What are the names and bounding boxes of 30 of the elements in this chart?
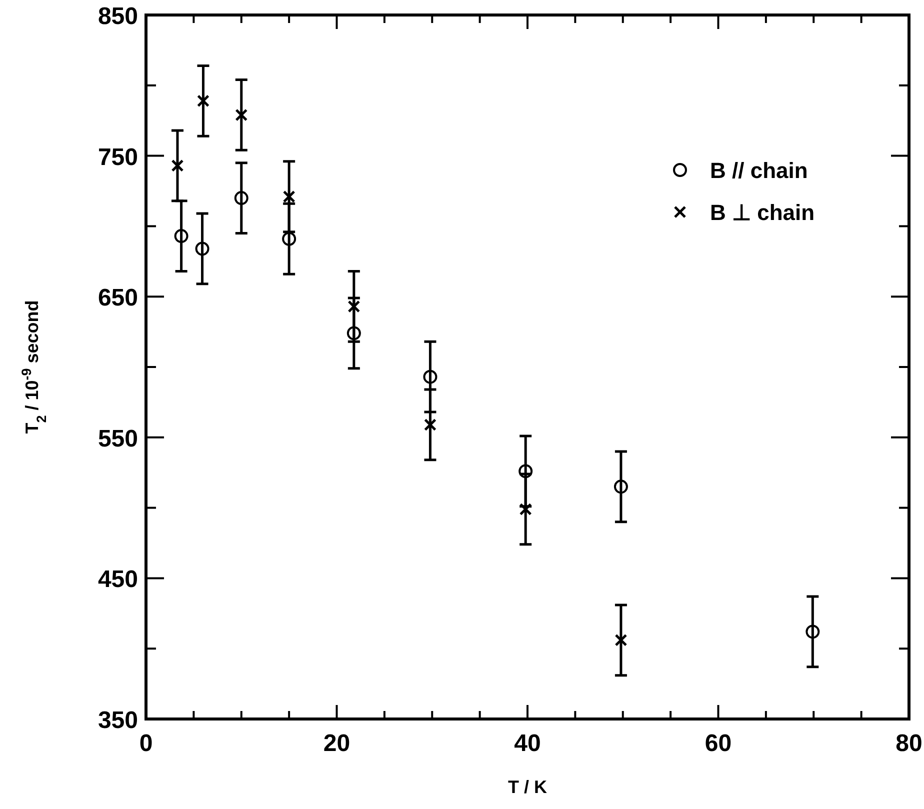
point xyxy=(234,191,248,206)
y-tick-label: 750 xyxy=(98,144,138,171)
y-tick-label: 350 xyxy=(98,707,138,734)
point xyxy=(282,232,296,246)
point xyxy=(518,464,533,478)
y-tick-label: 550 xyxy=(98,425,138,452)
point xyxy=(519,502,532,516)
point xyxy=(171,159,184,172)
point xyxy=(423,370,438,384)
point xyxy=(174,229,188,244)
y-tick-label: 850 xyxy=(98,3,138,30)
point xyxy=(196,94,210,108)
point xyxy=(614,480,628,494)
x-tick-label: 20 xyxy=(323,730,350,757)
point xyxy=(806,624,820,639)
legend-label: B // chain xyxy=(710,158,808,183)
x-tick-label: 0 xyxy=(139,730,153,757)
x-tick-label: 40 xyxy=(514,730,541,757)
x-tick-label: 60 xyxy=(704,730,732,757)
y-tick-label: 450 xyxy=(98,566,138,594)
point xyxy=(235,108,248,122)
point xyxy=(282,190,296,203)
x-axis-title: T / K xyxy=(508,777,547,797)
x-tick-label: 80 xyxy=(896,730,922,757)
point xyxy=(614,634,628,646)
point xyxy=(195,242,210,256)
y-tick-label: 650 xyxy=(98,284,138,312)
legend-label: B ⊥ chain xyxy=(710,200,815,225)
point xyxy=(424,418,436,431)
point xyxy=(346,326,361,340)
